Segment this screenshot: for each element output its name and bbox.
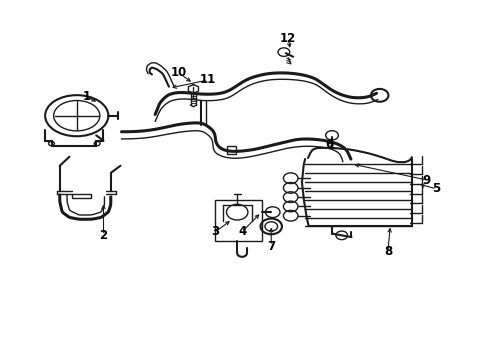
Bar — [227, 147, 236, 154]
Text: 6: 6 — [325, 138, 333, 151]
Text: 11: 11 — [200, 73, 216, 86]
Text: 10: 10 — [170, 66, 186, 79]
Text: 12: 12 — [280, 32, 296, 45]
Text: 7: 7 — [266, 240, 275, 253]
Text: 3: 3 — [211, 225, 219, 238]
Text: 1: 1 — [82, 90, 90, 103]
Text: 2: 2 — [99, 229, 107, 242]
Text: 8: 8 — [383, 245, 391, 258]
Text: 9: 9 — [422, 174, 430, 186]
Text: 4: 4 — [238, 225, 245, 238]
Bar — [72, 194, 91, 198]
Bar — [215, 200, 261, 241]
Text: 5: 5 — [431, 183, 440, 195]
